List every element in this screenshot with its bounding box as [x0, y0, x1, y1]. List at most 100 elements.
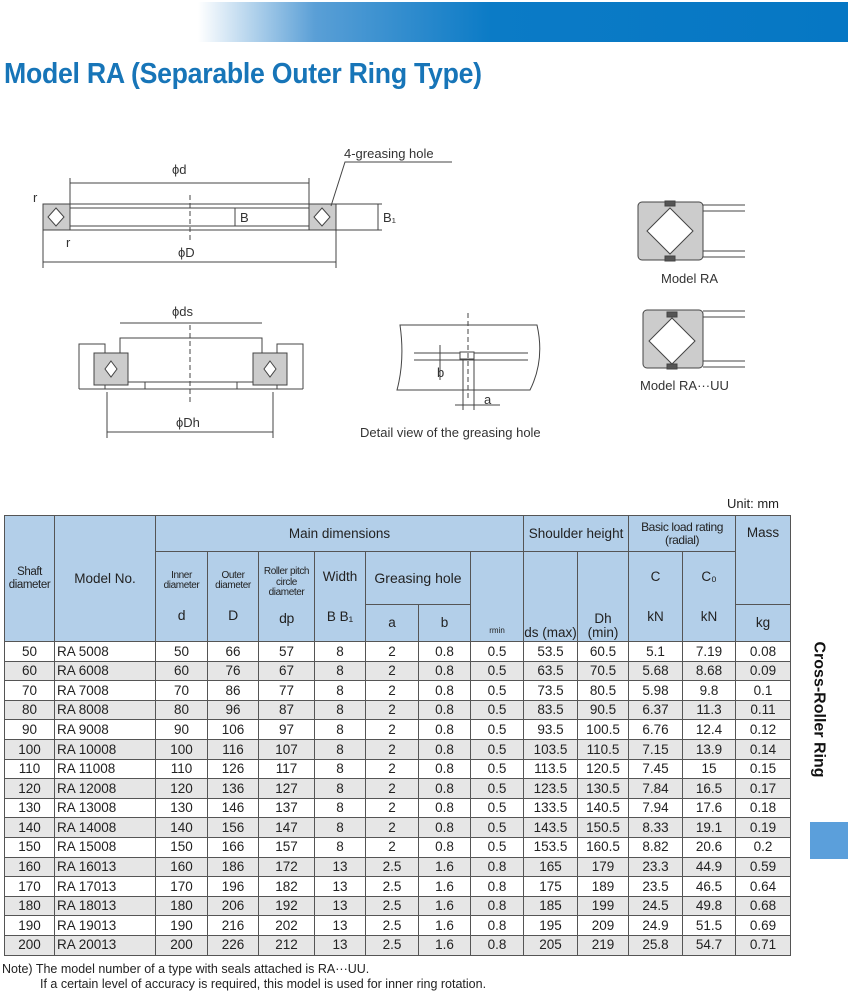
phi-Dh-label: ϕDh — [176, 415, 200, 430]
table-cell: 209 — [577, 915, 630, 936]
table-row: 80 RA 8008 80 96 87 8 2 0.8 0.5 83.5 90.5 6.37 11.3 0… — [4, 699, 792, 721]
table-cell: 0.8 — [418, 719, 471, 740]
table-row: 130 RA 13008 130 146 137 8 2 0.8 0.5 133.5 140.5 7.… — [4, 797, 792, 819]
table-cell: 1.6 — [418, 876, 471, 897]
table-cell: 0.5 — [469, 738, 525, 760]
table-cell: 180 — [4, 895, 55, 917]
table-cell: 2 — [365, 797, 419, 819]
table-cell: 7.15 — [628, 738, 684, 760]
header-ds: ds (max) — [523, 551, 579, 642]
table-cell: 83.5 — [523, 699, 579, 721]
table-cell: 113.5 — [523, 758, 579, 780]
table-cell: 0.5 — [469, 778, 525, 799]
table-cell: 100.5 — [577, 719, 630, 740]
table-cell: 160 — [4, 856, 55, 878]
table-cell: 66 — [207, 641, 259, 662]
B1-label: B₁ — [383, 210, 397, 225]
table-cell: 153.5 — [523, 836, 579, 858]
table-cell: 143.5 — [523, 817, 579, 838]
table-cell: 195 — [523, 915, 579, 936]
note: Note) The model number of a type with se… — [2, 962, 486, 992]
table-cell: 0.8 — [469, 876, 525, 897]
table-cell: 8 — [314, 758, 366, 780]
table-cell: 2.5 — [365, 934, 419, 956]
header-rmin: rmin — [469, 551, 525, 642]
header-roller: Roller pitch circle diameter dp — [258, 551, 315, 642]
a-label: a — [484, 392, 492, 407]
table-cell: 8 — [314, 641, 366, 662]
header-width-label: Width — [322, 569, 358, 584]
model-rauu-drawing: Model RA···UU — [640, 309, 745, 393]
table-row: 190 RA 19013 190 216 202 13 2.5 1.6 0.8 195 209 24.… — [4, 915, 792, 936]
table-cell: 202 — [258, 915, 315, 936]
phi-D-label: ϕD — [178, 245, 195, 260]
model-cell: RA 13008 — [54, 797, 156, 819]
table-cell: 23.3 — [628, 856, 684, 878]
table-cell: 24.5 — [628, 895, 684, 917]
table-cell: 8 — [314, 778, 366, 799]
page-title: Model RA (Separable Outer Ring Type) — [4, 58, 482, 90]
table-cell: 160.5 — [577, 836, 630, 858]
table-cell: 9.8 — [682, 680, 737, 701]
table-cell: 8 — [314, 680, 366, 701]
table-row: 100 RA 10008 100 116 107 8 2 0.8 0.5 103.5 110.5 7.… — [4, 738, 792, 760]
header-C0-label: C₀ — [701, 569, 717, 584]
table-cell: 87 — [258, 699, 315, 721]
table-cell: 2.5 — [365, 856, 419, 878]
table-row: 180 RA 18013 180 206 192 13 2.5 1.6 0.8 185 199 24.… — [4, 895, 792, 917]
table-cell: 8.68 — [682, 660, 737, 682]
table-cell: 8.33 — [628, 817, 684, 838]
table-cell: 120.5 — [577, 758, 630, 780]
table-cell: 0.8 — [469, 856, 525, 878]
table-cell: 166 — [207, 836, 259, 858]
header-width: Width B B₁ — [314, 551, 366, 642]
table-cell: 0.8 — [469, 915, 525, 936]
table-cell: 20.6 — [682, 836, 737, 858]
table-cell: 73.5 — [523, 680, 579, 701]
header-inner-label: Inner diameter — [163, 569, 200, 592]
table-cell: 0.18 — [735, 797, 792, 819]
table-cell: 0.8 — [418, 738, 471, 760]
note-line-1: Note) The model number of a type with se… — [2, 962, 370, 976]
table-cell: 165 — [523, 856, 579, 878]
table-cell: 0.08 — [735, 641, 792, 662]
table-cell: 2 — [365, 817, 419, 838]
header-dp: dp — [279, 609, 294, 626]
table-cell: 0.71 — [735, 934, 792, 956]
table-cell: 150 — [4, 836, 55, 858]
table-cell: 136 — [207, 778, 259, 799]
detail-caption: Detail view of the greasing hole — [360, 425, 541, 440]
table-cell: 5.98 — [628, 680, 684, 701]
header-outer-label: Outer diameter — [215, 569, 251, 592]
table-cell: 180 — [155, 895, 208, 917]
table-cell: 60.5 — [577, 641, 630, 662]
table-cell: 0.5 — [469, 797, 525, 819]
model-cell: RA 7008 — [54, 680, 156, 701]
table-row: 50 RA 5008 50 66 57 8 2 0.8 0.5 53.5 60.5 5.1 7.19 0.… — [4, 641, 792, 662]
table-cell: 137 — [258, 797, 315, 819]
table-cell: 107 — [258, 738, 315, 760]
table-cell: 120 — [155, 778, 208, 799]
table-cell: 0.68 — [735, 895, 792, 917]
header-shaft: Shaft diameter — [4, 515, 55, 642]
note-line-2: If a certain level of accuracy is requir… — [40, 977, 487, 991]
table-cell: 170 — [155, 876, 208, 897]
table-cell: 1.6 — [418, 895, 471, 917]
table-cell: 189 — [577, 876, 630, 897]
table-cell: 8 — [314, 836, 366, 858]
table-cell: 0.5 — [469, 660, 525, 682]
table-cell: 150 — [155, 836, 208, 858]
table-cell: 17.6 — [682, 797, 737, 819]
table-cell: 0.11 — [735, 699, 792, 721]
table-cell: 1.6 — [418, 934, 471, 956]
table-row: 150 RA 15008 150 166 157 8 2 0.8 0.5 153.5 160.5 8.… — [4, 836, 792, 858]
table-cell: 0.14 — [735, 738, 792, 760]
table-cell: 226 — [207, 934, 259, 956]
model-ra-caption: Model RA — [661, 271, 718, 286]
table-cell: 80 — [4, 699, 55, 721]
table-cell: 25.8 — [628, 934, 684, 956]
table-cell: 106 — [207, 719, 259, 740]
table-cell: 206 — [207, 895, 259, 917]
table-cell: 57 — [258, 641, 315, 662]
